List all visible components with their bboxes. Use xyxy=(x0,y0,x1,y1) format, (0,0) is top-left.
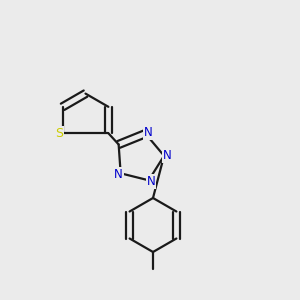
Text: N: N xyxy=(143,126,152,139)
Text: N: N xyxy=(147,175,155,188)
Text: S: S xyxy=(55,127,63,140)
Text: N: N xyxy=(163,149,172,162)
Text: N: N xyxy=(114,168,123,181)
